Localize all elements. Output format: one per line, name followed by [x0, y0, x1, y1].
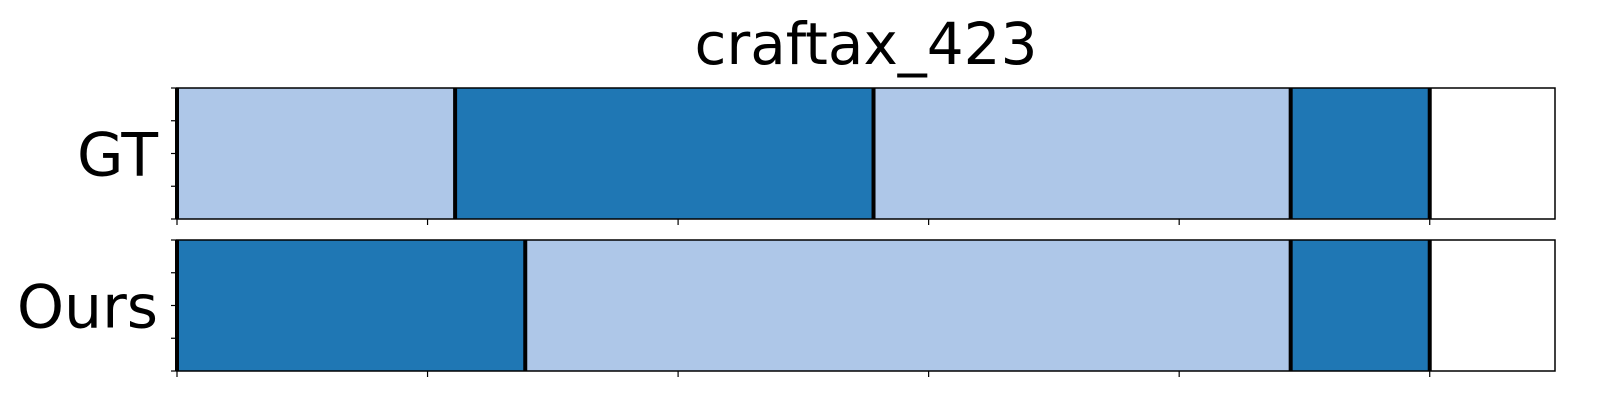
row-label-ours: Ours — [17, 273, 158, 343]
segment-ours-2 — [1290, 240, 1430, 371]
rows-group: GT Ours — [17, 87, 1556, 377]
chart-title: craftax_423 — [695, 10, 1038, 78]
segment-ours-1 — [525, 240, 1291, 371]
row-ours: Ours — [17, 239, 1556, 377]
segment-ours-0 — [177, 240, 526, 371]
segment-gt-0 — [177, 88, 456, 219]
segment-gt-3 — [1290, 88, 1430, 219]
row-label-gt: GT — [77, 121, 158, 191]
segment-gt-2 — [873, 88, 1291, 219]
row-gt: GT — [77, 87, 1556, 225]
segment-gt-1 — [455, 88, 874, 219]
